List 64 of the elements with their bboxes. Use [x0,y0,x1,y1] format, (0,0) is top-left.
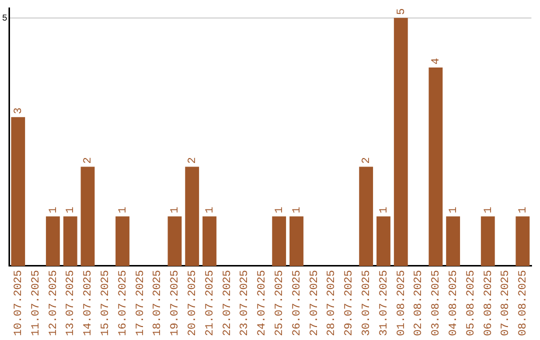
x-tick-label: 10.07.2025 [13,270,26,336]
x-tick-label: 29.07.2025 [344,270,356,336]
x-tick-label: 11.07.2025 [30,270,42,336]
data-label: 1 [274,206,286,214]
bar [359,166,374,266]
x-tick-label: 25.07.2025 [274,270,286,336]
bar [46,216,60,266]
x-tick-label: 19.07.2025 [170,270,182,336]
x-tick-label: 14.07.2025 [82,270,95,336]
data-label: 3 [13,108,26,114]
bar [480,216,495,266]
x-tick-label: 02.08.2025 [413,270,426,336]
x-tick-label: 26.07.2025 [291,270,304,336]
data-label: 1 [117,206,130,214]
data-label: 1 [204,206,216,214]
bar [290,216,304,266]
x-tick-label: 06.08.2025 [482,270,495,336]
data-label: 1 [482,206,495,214]
data-label: 1 [518,206,530,214]
x-tick-label: 24.07.2025 [256,270,269,336]
data-label: 2 [82,157,95,164]
x-tick-label: 07.08.2025 [500,270,512,336]
bar [394,18,408,266]
x-tick-label: 27.07.2025 [308,270,321,336]
bar [428,68,443,266]
x-tick-label: 22.07.2025 [222,270,234,336]
bar [446,216,460,266]
bar [185,166,200,266]
data-label: 1 [65,206,78,214]
data-label: 1 [170,206,182,214]
bar [168,216,182,266]
data-label: 1 [378,206,390,214]
data-label: 5 [396,8,408,15]
bar [63,216,78,266]
x-tick-label: 30.07.2025 [360,270,373,336]
bar [272,216,286,266]
x-tick-label: 31.07.2025 [378,270,390,336]
bar [376,216,390,266]
x-tick-label: 28.07.2025 [326,270,338,336]
x-tick-label: 23.07.2025 [239,270,252,336]
x-tick-label: 05.08.2025 [465,270,478,336]
bar [116,216,130,266]
bar [11,117,26,266]
data-label: 1 [448,206,460,214]
x-tick-label: 16.07.2025 [117,270,130,336]
x-tick-label: 13.07.2025 [65,270,78,336]
x-tick-label: 18.07.2025 [152,270,164,336]
data-label: 2 [360,157,373,164]
data-label: 2 [186,157,199,164]
x-tick-label: 08.08.2025 [518,270,530,336]
data-label: 4 [430,58,443,65]
x-tick-label: 01.08.2025 [396,270,408,336]
bar [516,216,530,266]
x-tick-label: 12.07.2025 [48,270,60,336]
x-tick-label: 03.08.2025 [430,270,443,336]
bar [202,216,216,266]
x-tick-label: 21.07.2025 [204,270,216,336]
bar [80,166,95,266]
data-label: 1 [291,206,304,214]
x-tick-label: 15.07.2025 [100,270,112,336]
x-tick-label: 20.07.2025 [186,270,199,336]
x-tick-label: 04.08.2025 [448,270,460,336]
data-label: 1 [48,206,60,214]
x-tick-label: 17.07.2025 [134,270,147,336]
